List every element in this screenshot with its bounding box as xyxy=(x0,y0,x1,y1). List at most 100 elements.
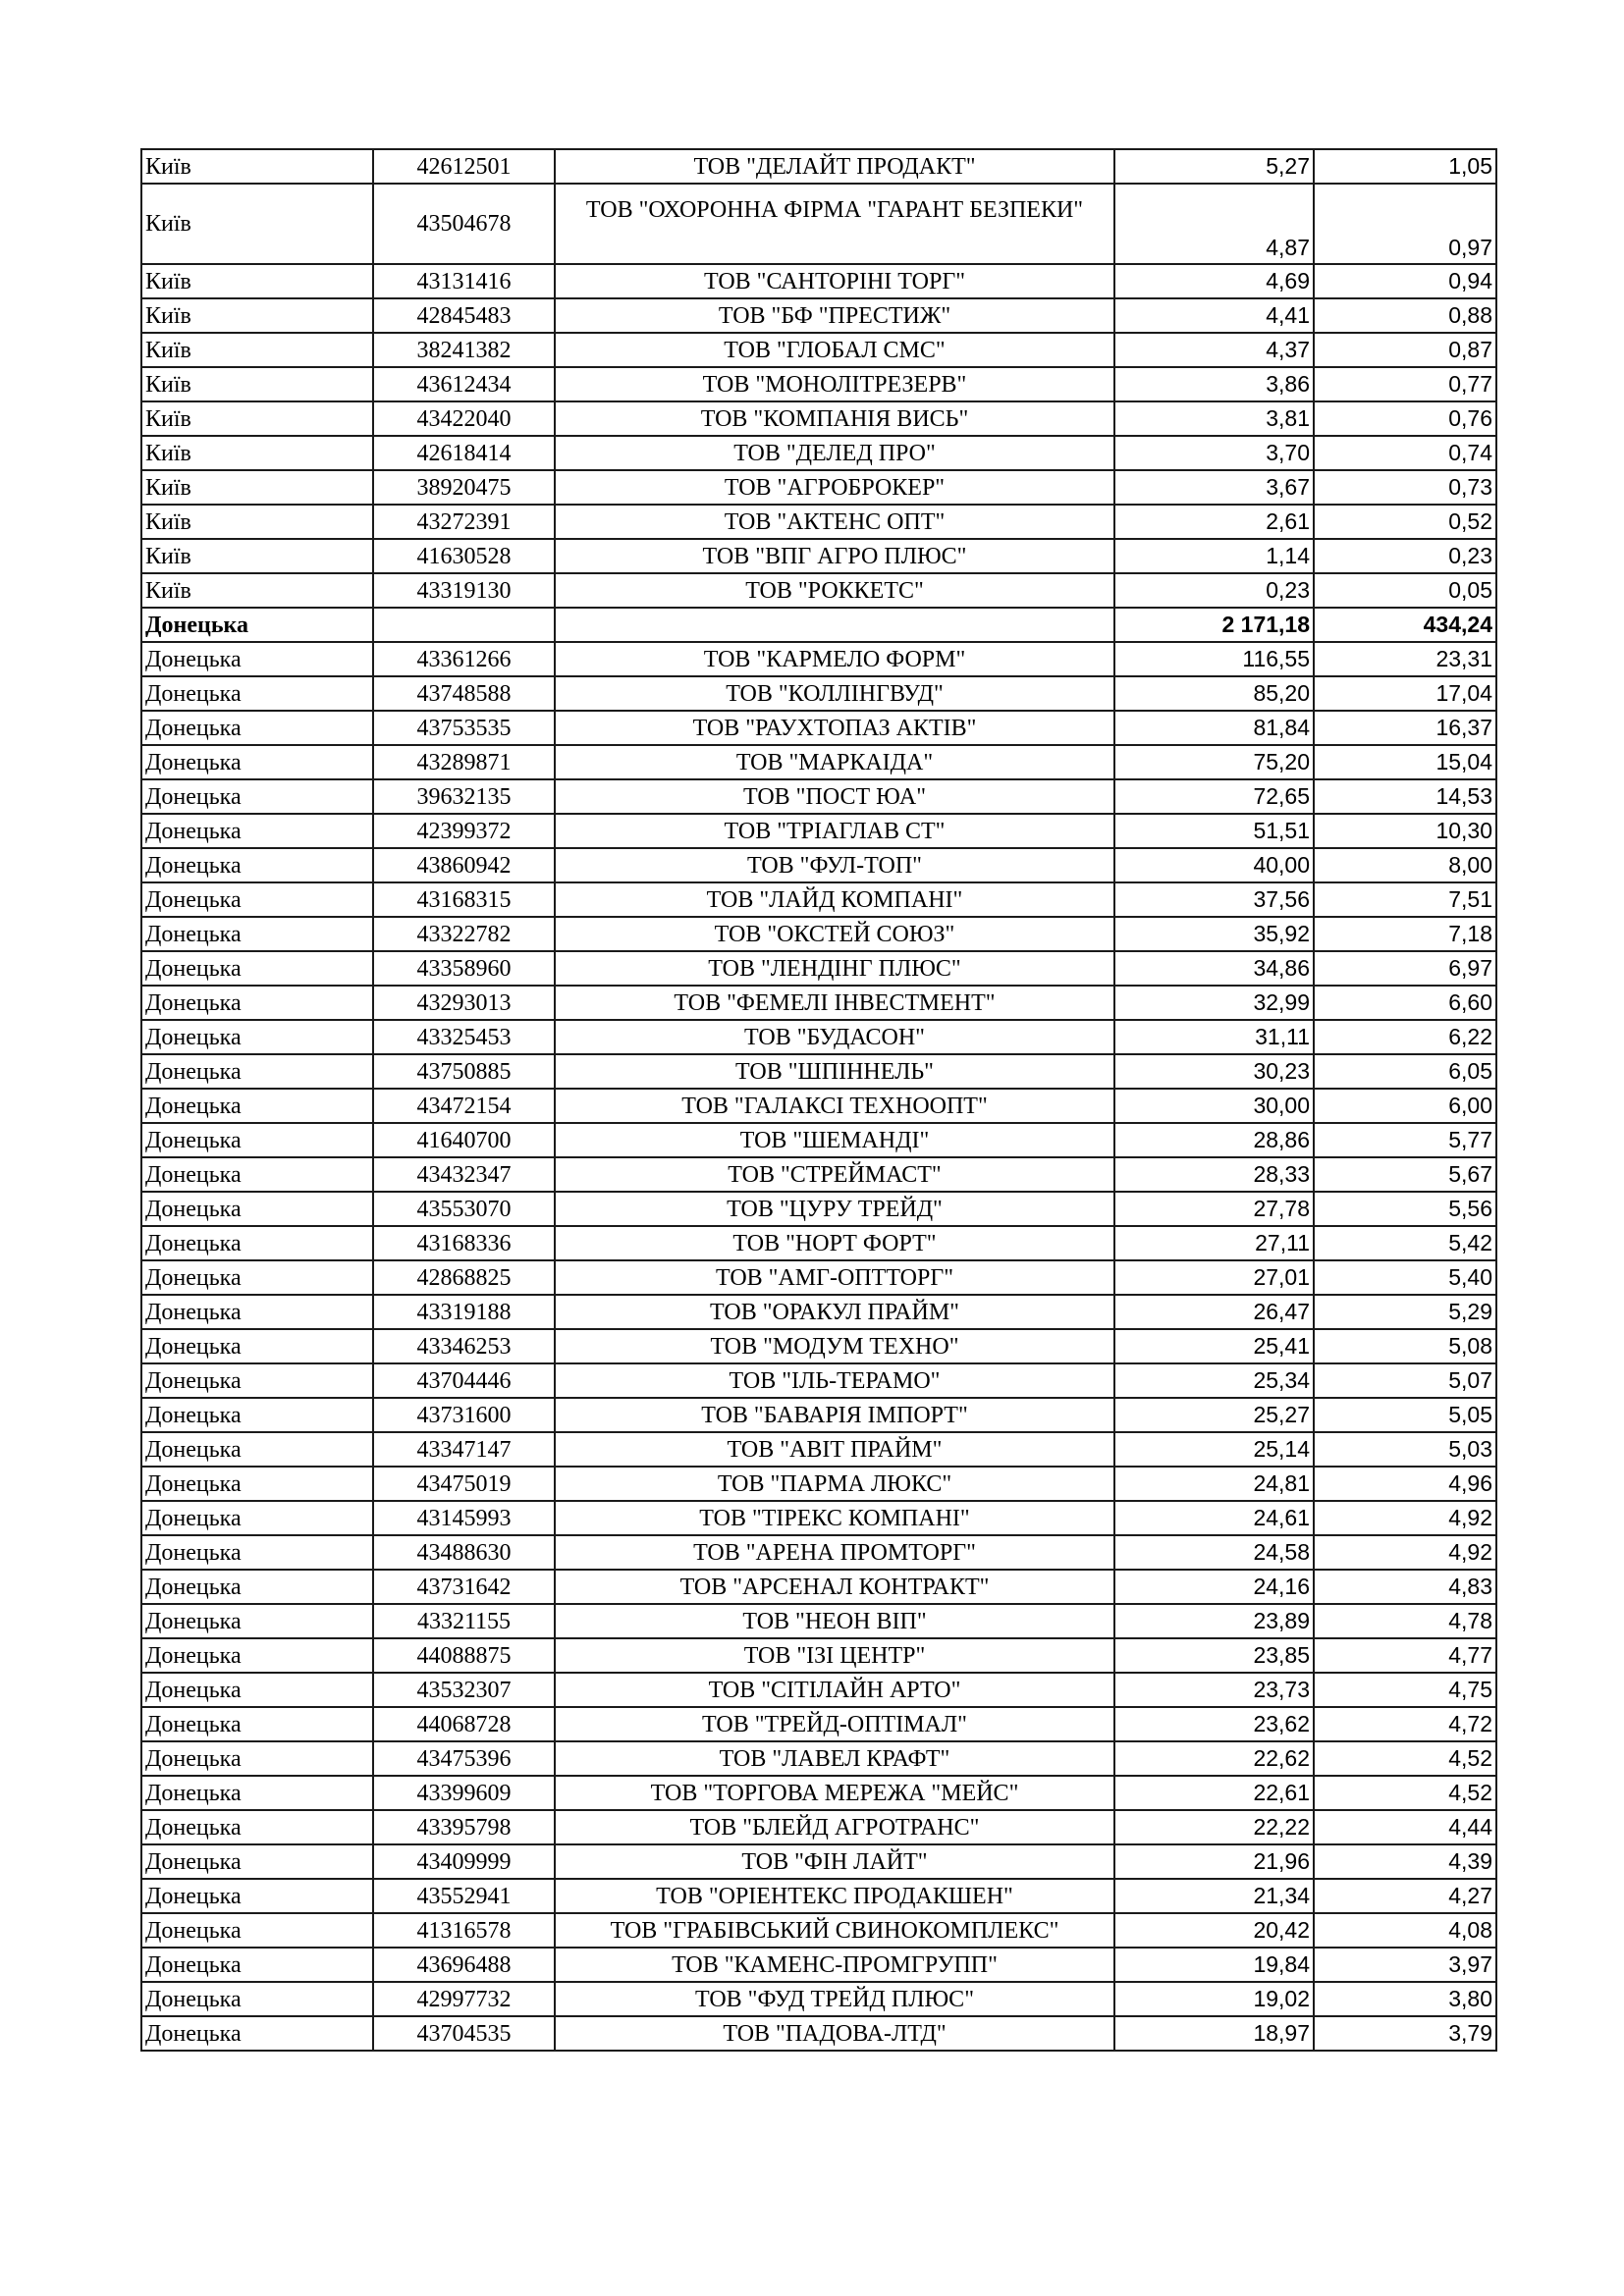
value-cell: 4,37 xyxy=(1113,332,1315,368)
value-cell: 25,34 xyxy=(1113,1362,1315,1399)
share-cell: 5,03 xyxy=(1313,1431,1497,1468)
region-cell: Донецька xyxy=(140,1740,374,1777)
table-row: Донецька 43395798 ТОВ "БЛЕЙД АГРОТРАНС" 22,… xyxy=(140,1809,1497,1845)
share-cell: 0,97 xyxy=(1313,183,1497,265)
table-row: Донецька 43145993 ТОВ "ТІРЕКС КОМПАНІ" 24,6… xyxy=(140,1500,1497,1536)
share-cell: 5,05 xyxy=(1313,1397,1497,1433)
code-cell: 42845483 xyxy=(372,297,556,334)
share-cell: 6,00 xyxy=(1313,1088,1497,1124)
code-cell: 43472154 xyxy=(372,1088,556,1124)
company-name-cell: ТОВ "КАРМЕЛО ФОРМ" xyxy=(554,641,1115,677)
share-cell: 3,79 xyxy=(1313,2015,1497,2052)
value-cell: 4,69 xyxy=(1113,263,1315,299)
table-row: Донецька 43475396 ТОВ "ЛАВЕЛ КРАФТ" 22,62 4,… xyxy=(140,1740,1497,1777)
table-row: Донецька 42399372 ТОВ "ТРІАГЛАВ СТ" 51,51 10… xyxy=(140,813,1497,849)
share-cell: 15,04 xyxy=(1313,744,1497,780)
value-cell: 35,92 xyxy=(1113,916,1315,952)
code-cell: 43361266 xyxy=(372,641,556,677)
code-cell: 43475396 xyxy=(372,1740,556,1777)
table-row: Донецька 43704446 ТОВ "ІЛЬ-ТЕРАМО" 25,34 5,0… xyxy=(140,1362,1497,1399)
value-cell: 4,41 xyxy=(1113,297,1315,334)
company-name-cell: ТОВ "БФ "ПРЕСТИЖ" xyxy=(554,297,1115,334)
share-cell: 4,96 xyxy=(1313,1466,1497,1502)
table-row: Донецька 41316578 ТОВ "ГРАБІВСЬКИЙ СВИНОКО… xyxy=(140,1912,1497,1949)
table-row: Донецька 41640700 ТОВ "ШЕМАНДІ" 28,86 5,77 xyxy=(140,1122,1497,1158)
table-row: Київ 43504678 ТОВ "ОХОРОННА ФІРМА "ГАРАНТ … xyxy=(140,183,1497,265)
company-name-cell: ТОВ "АВІТ ПРАЙМ" xyxy=(554,1431,1115,1468)
share-cell: 5,67 xyxy=(1313,1156,1497,1193)
table-row: Донецька 43319188 ТОВ "ОРАКУЛ ПРАЙМ" 26,47 5… xyxy=(140,1294,1497,1330)
region-cell: Донецька xyxy=(140,881,374,918)
company-name-cell: ТОВ "ТІРЕКС КОМПАНІ" xyxy=(554,1500,1115,1536)
region-cell: Київ xyxy=(140,435,374,471)
share-cell: 0,23 xyxy=(1313,538,1497,574)
region-cell: Донецька xyxy=(140,1156,374,1193)
company-name-cell: ТОВ "ПОСТ ЮА" xyxy=(554,778,1115,815)
code-cell: 43399609 xyxy=(372,1775,556,1811)
region-cell: Донецька xyxy=(140,1500,374,1536)
value-cell: 2,61 xyxy=(1113,504,1315,540)
region-cell: Донецька xyxy=(140,641,374,677)
region-cell: Донецька xyxy=(140,1088,374,1124)
region-cell: Донецька xyxy=(140,1019,374,1055)
table-row: Київ 38241382 ТОВ "ГЛОБАЛ СМС" 4,37 0,87 xyxy=(140,332,1497,368)
code-cell: 43293013 xyxy=(372,985,556,1021)
region-cell: Донецька xyxy=(140,1466,374,1502)
share-cell: 4,77 xyxy=(1313,1637,1497,1674)
share-cell: 8,00 xyxy=(1313,847,1497,883)
share-cell: 4,83 xyxy=(1313,1569,1497,1605)
code-cell: 43272391 xyxy=(372,504,556,540)
share-cell: 4,78 xyxy=(1313,1603,1497,1639)
company-name-cell: ТОВ "ТРІАГЛАВ СТ" xyxy=(554,813,1115,849)
subtotal-row: Донецька 2 171,18 434,24 xyxy=(140,607,1497,643)
value-cell: 81,84 xyxy=(1113,710,1315,746)
company-name-cell: ТОВ "ПАРМА ЛЮКС" xyxy=(554,1466,1115,1502)
value-cell: 5,27 xyxy=(1113,148,1315,185)
code-cell: 43322782 xyxy=(372,916,556,952)
table-row: Донецька 44088875 ТОВ "ІЗІ ЦЕНТР" 23,85 4,77 xyxy=(140,1637,1497,1674)
code-cell: 43321155 xyxy=(372,1603,556,1639)
company-name-cell: ТОВ "ФУД ТРЕЙД ПЛЮС" xyxy=(554,1981,1115,2017)
company-name-cell: ТОВ "ГЛОБАЛ СМС" xyxy=(554,332,1115,368)
region-cell: Донецька xyxy=(140,985,374,1021)
value-cell: 3,81 xyxy=(1113,400,1315,437)
value-cell: 30,00 xyxy=(1113,1088,1315,1124)
value-cell: 116,55 xyxy=(1113,641,1315,677)
code-cell: 41316578 xyxy=(372,1912,556,1949)
share-cell: 6,05 xyxy=(1313,1053,1497,1090)
table-row: Донецька 43532307 ТОВ "СІТІЛАЙН АРТО" 23,73… xyxy=(140,1672,1497,1708)
share-cell: 0,94 xyxy=(1313,263,1497,299)
company-name-cell: ТОВ "ТРЕЙД-ОПТІМАЛ" xyxy=(554,1706,1115,1742)
table-row: Донецька 43325453 ТОВ "БУДАСОН" 31,11 6,22 xyxy=(140,1019,1497,1055)
value-cell: 23,73 xyxy=(1113,1672,1315,1708)
value-cell: 3,70 xyxy=(1113,435,1315,471)
company-name-cell: ТОВ "ФЕМЕЛІ ІНВЕСТМЕНТ" xyxy=(554,985,1115,1021)
code-cell: 42399372 xyxy=(372,813,556,849)
value-cell: 72,65 xyxy=(1113,778,1315,815)
table-row: Донецька 43750885 ТОВ "ШПІННЕЛЬ" 30,23 6,05 xyxy=(140,1053,1497,1090)
table-row: Донецька 43553070 ТОВ "ЦУРУ ТРЕЙД" 27,78 5,5… xyxy=(140,1191,1497,1227)
table-row: Донецька 39632135 ТОВ "ПОСТ ЮА" 72,65 14,53 xyxy=(140,778,1497,815)
code-cell: 42618414 xyxy=(372,435,556,471)
company-name-cell: ТОВ "ДЕЛЕД ПРО" xyxy=(554,435,1115,471)
value-cell: 37,56 xyxy=(1113,881,1315,918)
value-cell: 40,00 xyxy=(1113,847,1315,883)
company-name-cell: ТОВ "ОХОРОННА ФІРМА "ГАРАНТ БЕЗПЕКИ" xyxy=(554,183,1115,265)
company-name-cell: ТОВ "АМГ-ОПТТОРГ" xyxy=(554,1259,1115,1296)
company-name-cell: ТОВ "АКТЕНС ОПТ" xyxy=(554,504,1115,540)
table-row: Донецька 42997732 ТОВ "ФУД ТРЕЙД ПЛЮС" 19,0… xyxy=(140,1981,1497,2017)
table-row: Київ 41630528 ТОВ "ВПГ АГРО ПЛЮС" 1,14 0,23 xyxy=(140,538,1497,574)
value-cell: 28,86 xyxy=(1113,1122,1315,1158)
code-cell: 43319188 xyxy=(372,1294,556,1330)
share-cell: 0,88 xyxy=(1313,297,1497,334)
region-cell: Донецька xyxy=(140,710,374,746)
code-cell: 41630528 xyxy=(372,538,556,574)
table-row: Київ 43319130 ТОВ "РОККЕТС" 0,23 0,05 xyxy=(140,572,1497,609)
region-cell: Донецька xyxy=(140,1053,374,1090)
value-cell: 25,14 xyxy=(1113,1431,1315,1468)
code-cell: 43532307 xyxy=(372,1672,556,1708)
table-row: Донецька 43409999 ТОВ "ФІН ЛАЙТ" 21,96 4,39 xyxy=(140,1843,1497,1880)
table-body: Київ 42612501 ТОВ "ДЕЛАЙТ ПРОДАКТ" 5,27 1,05… xyxy=(140,148,1497,2052)
region-cell: Донецька xyxy=(140,1362,374,1399)
data-table: Київ 42612501 ТОВ "ДЕЛАЙТ ПРОДАКТ" 5,27 1,05… xyxy=(140,148,1497,2052)
